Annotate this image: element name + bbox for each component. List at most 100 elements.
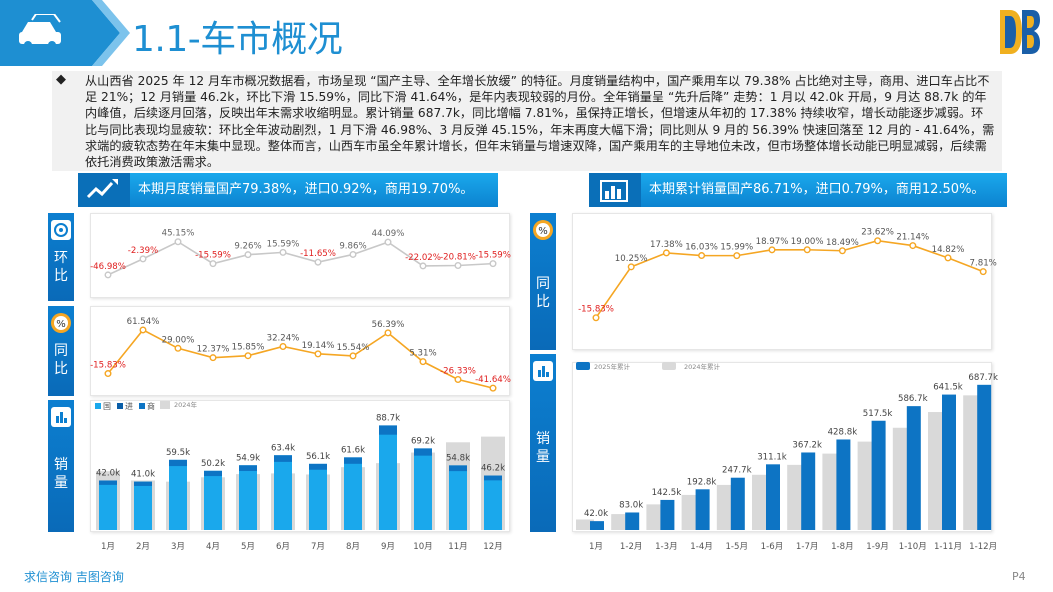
x-tick-label-cum: 1-9月	[866, 541, 889, 552]
side-label-sales: 销量	[48, 400, 74, 532]
bar-current-cum	[660, 499, 675, 530]
bar-domestic	[169, 459, 187, 530]
bar-value-label: 69.2k	[411, 436, 435, 446]
bar-value-label-cum: 687.7k	[968, 373, 998, 383]
monthly_mom-point	[489, 260, 497, 268]
bar-domestic	[379, 425, 397, 530]
monthly_yoy-label: 61.54%	[127, 317, 160, 327]
panel-cum-yoy	[572, 213, 992, 350]
cumulative_yoy-point	[627, 263, 635, 271]
side-label-cum-sales: 销量	[530, 354, 556, 532]
bar-current-cum	[942, 394, 956, 530]
x-tick-label: 4月	[206, 541, 220, 552]
cumulative_yoy-label: 18.97%	[756, 237, 789, 247]
monthly_mom-point	[419, 262, 427, 270]
legend-import-swatch	[117, 403, 123, 409]
monthly_yoy-label: -26.33%	[440, 366, 476, 376]
monthly_yoy-point	[104, 370, 112, 378]
legend-domestic-label: 国	[103, 402, 111, 411]
right-banner-text: 本期累计销量国产86.71%，进口0.79%，商用12.50%。	[649, 182, 985, 197]
monthly_mom-point	[349, 250, 357, 258]
bar-prev-year-cum	[646, 504, 665, 530]
bar-commercial	[379, 425, 397, 435]
bar-domestic	[309, 463, 327, 530]
legend-prev-swatch	[160, 401, 170, 409]
right-banner: 本期累计销量国产86.71%，进口0.79%，商用12.50%。	[589, 173, 1007, 207]
bar-current-cum	[906, 406, 921, 530]
legend-import-label: 进	[125, 402, 133, 411]
monthly_yoy-label: 32.24%	[267, 333, 300, 343]
bar-chart-icon	[533, 361, 553, 381]
left-banner-text: 本期月度销量国产79.38%，进口0.92%，商用19.70%。	[138, 182, 474, 197]
car-icon	[19, 14, 61, 49]
panel-yoy	[90, 306, 510, 396]
bar-prev-year-cum	[822, 453, 841, 530]
bar-chart-icon	[589, 173, 641, 207]
bar-chart-icon	[51, 407, 71, 427]
monthly_mom-point	[139, 255, 147, 263]
bar-prev-year-cum	[752, 474, 770, 530]
page-title: 1.1-车市概况	[132, 19, 343, 60]
bar-current-cum	[801, 452, 816, 530]
monthly_yoy-point	[384, 329, 392, 337]
monthly_mom-label: 44.09%	[372, 229, 405, 239]
bar-current-cum	[625, 512, 640, 530]
x-tick-label-cum: 1-2月	[620, 541, 643, 552]
monthly_yoy-label: 56.39%	[372, 320, 405, 330]
bar-prev-year-cum	[892, 427, 911, 530]
bar-current-cum	[766, 464, 780, 530]
monthly_mom-label: -11.65%	[300, 249, 336, 259]
cumulative_yoy-label: -15.83%	[578, 305, 614, 315]
bar-value-label: 54.8k	[446, 453, 470, 463]
bar-domestic	[134, 481, 152, 530]
monthly_mom-label: -15.59%	[475, 251, 511, 261]
cumulative_yoy-point	[662, 249, 670, 257]
footer-brand: 求信咨询 吉图咨询	[24, 570, 124, 584]
monthly_mom-label: 15.59%	[267, 239, 300, 249]
monthly_mom-label: 45.15%	[162, 229, 195, 239]
monthly_mom-label: 9.26%	[234, 242, 261, 252]
monthly_mom-label: 9.86%	[339, 241, 366, 251]
bar-commercial	[169, 459, 187, 467]
cumulative_yoy-label: 18.49%	[826, 238, 859, 248]
bar-value-label: 50.2k	[201, 459, 225, 469]
bar-prev-year-cum	[928, 412, 946, 530]
monthly_mom-point	[244, 251, 252, 259]
monthly_yoy-label: 15.85%	[232, 343, 265, 353]
x-tick-label-cum: 1-7月	[796, 541, 819, 552]
bar-current-cum	[977, 384, 992, 530]
side-label-yoy: % 同比	[48, 306, 74, 396]
bar-commercial	[414, 448, 432, 456]
monthly_mom-point	[174, 238, 182, 246]
monthly_mom-label: -46.98%	[90, 262, 126, 272]
side-label-cum-yoy: % 同比	[530, 213, 556, 350]
monthly_yoy-point	[209, 354, 217, 362]
target-icon	[51, 220, 71, 240]
percent-icon: %	[51, 313, 71, 333]
bar-current-cum	[695, 489, 710, 530]
brand-logo-icon	[1000, 10, 1040, 54]
bar-value-label-cum: 428.8k	[828, 427, 858, 437]
cumulative_yoy-label: 10.25%	[615, 254, 648, 264]
bar-value-label-cum: 42.0k	[584, 509, 608, 519]
cumulative_yoy-label: 17.38%	[650, 240, 683, 250]
bar-prev-year-cum	[963, 395, 982, 530]
cumulative_yoy-point	[874, 237, 882, 245]
bar-value-label: 41.0k	[131, 470, 155, 480]
x-tick-label-cum: 1-4月	[690, 541, 713, 552]
bar-value-label-cum: 142.5k	[652, 488, 682, 498]
summary-text: 从山西省 2025 年 12 月车市概况数据看，市场呈现 “国产主导、全年增长放…	[85, 74, 995, 170]
cumulative_yoy-point	[944, 254, 952, 262]
bar-prev-year-cum	[857, 441, 876, 530]
bar-value-label: 61.6k	[341, 445, 365, 455]
x-tick-label-cum: 1-10月	[899, 541, 927, 552]
bar-value-label-cum: 367.2k	[792, 440, 822, 450]
x-tick-label-cum: 1-6月	[761, 541, 784, 552]
cumulative_yoy-point	[909, 242, 917, 250]
monthly_mom-point	[104, 271, 112, 279]
side-label-mom: 环比	[48, 213, 74, 301]
bar-prev-year-cum	[576, 519, 594, 530]
bar-domestic	[204, 470, 222, 530]
monthly_yoy-point	[489, 384, 497, 392]
bar-prev-year-cum	[611, 514, 630, 530]
